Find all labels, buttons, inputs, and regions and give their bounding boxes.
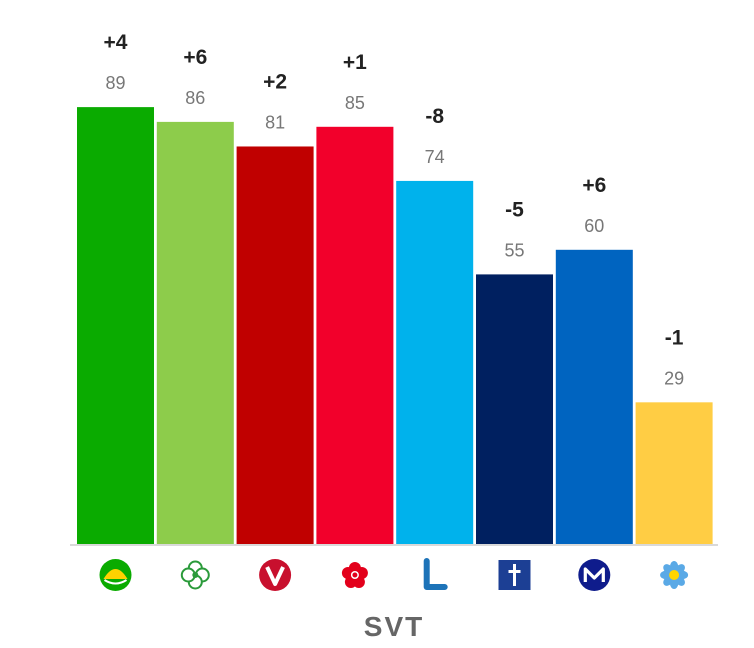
- socialdemokraterna-rose-icon: [341, 562, 368, 588]
- bars-group: [77, 107, 713, 546]
- change-label-kd: -5: [505, 198, 524, 221]
- bar-l: [396, 180, 474, 546]
- bar-mp: [77, 107, 154, 546]
- bar-c: [156, 121, 234, 545]
- bar-v: [236, 146, 314, 546]
- centerpartiet-clover-icon: [180, 560, 210, 590]
- bar-s: [316, 126, 394, 546]
- change-label-mp: +4: [104, 31, 128, 54]
- value-label-c: 86: [185, 88, 205, 108]
- value-label-l: 74: [425, 147, 445, 167]
- change-label-sd: -1: [665, 326, 684, 349]
- value-label-mp: 89: [105, 73, 125, 93]
- value-label-v: 81: [265, 112, 285, 132]
- value-label-kd: 55: [504, 240, 524, 260]
- value-label-m: 60: [584, 216, 604, 236]
- value-labels-group: 89 86 81 85 74 55 60 29: [105, 73, 684, 388]
- source-label: SVT: [364, 611, 424, 642]
- value-label-sd: 29: [664, 368, 684, 388]
- liberalerna-l-icon: [423, 558, 448, 590]
- bar-sd: [635, 402, 713, 545]
- value-label-s: 85: [345, 93, 365, 113]
- sverigedemokraterna-flower-icon: [660, 561, 689, 589]
- kristdemokraterna-icon: [498, 560, 531, 590]
- change-label-m: +6: [582, 174, 606, 197]
- moderaterna-m-icon: [578, 559, 611, 591]
- change-label-v: +2: [263, 70, 287, 93]
- bar-m: [555, 249, 633, 546]
- change-label-l: -8: [425, 105, 444, 128]
- change-labels-group: +4 +6 +2 +1 -8 -5 +6 -1: [104, 31, 684, 349]
- bar-kd: [476, 274, 553, 545]
- change-label-s: +1: [343, 51, 367, 74]
- change-label-c: +6: [183, 46, 207, 69]
- mp-leaf-icon: [99, 559, 132, 591]
- vansterpartiet-v-icon: [259, 559, 292, 591]
- party-icons-group: [99, 558, 689, 591]
